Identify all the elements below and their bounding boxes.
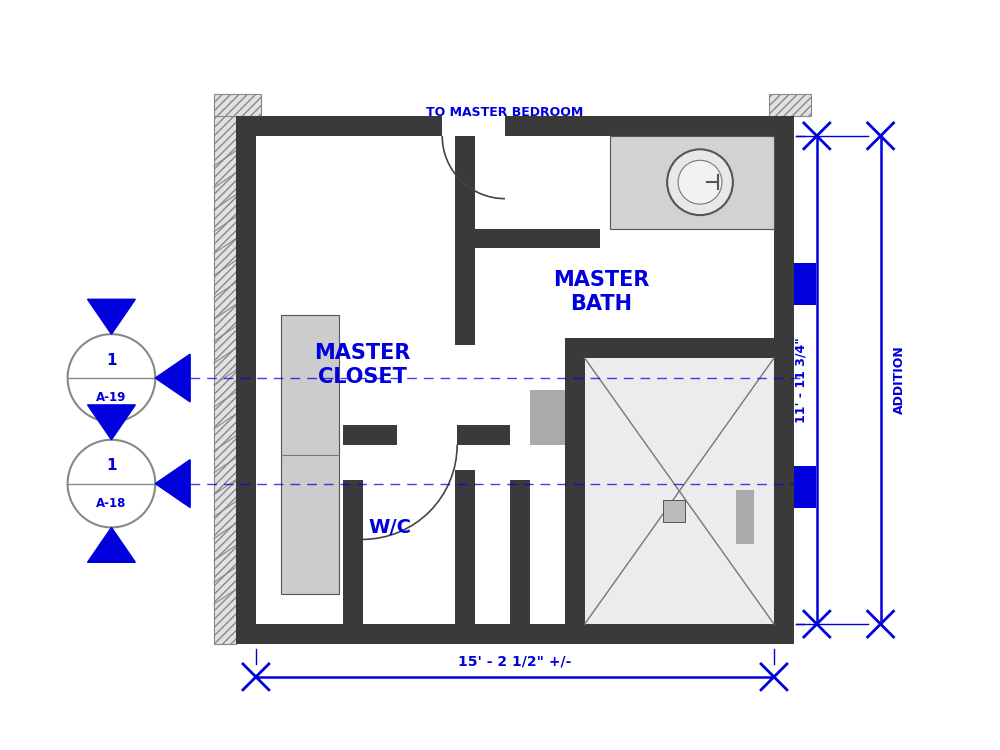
Text: 11' - 11 3/4": 11' - 11 3/4" — [795, 337, 808, 423]
Circle shape — [68, 334, 155, 422]
Bar — [663, 500, 685, 522]
Bar — [236, 116, 256, 644]
Text: 1: 1 — [106, 458, 117, 473]
Bar — [343, 424, 397, 445]
Bar — [736, 490, 754, 544]
Text: MASTER
BATH: MASTER BATH — [553, 270, 650, 314]
Text: A-18: A-18 — [96, 497, 127, 510]
Bar — [610, 136, 774, 229]
Bar — [794, 466, 816, 508]
Bar — [505, 116, 794, 136]
Text: W/C: W/C — [369, 518, 412, 537]
Text: ADDITION: ADDITION — [893, 346, 906, 414]
Bar — [565, 338, 794, 358]
Text: A-19: A-19 — [96, 392, 127, 404]
Bar — [214, 94, 261, 116]
Circle shape — [678, 160, 722, 204]
Text: MASTER
CLOSET: MASTER CLOSET — [314, 343, 411, 387]
Bar — [475, 229, 600, 248]
Bar — [236, 624, 794, 644]
Bar — [236, 116, 442, 136]
Circle shape — [667, 149, 733, 215]
Bar — [510, 479, 530, 644]
Text: TO MASTER BEDROOM: TO MASTER BEDROOM — [426, 106, 584, 119]
Text: 15' - 2 1/2" +/-: 15' - 2 1/2" +/- — [458, 655, 572, 669]
Polygon shape — [155, 460, 190, 508]
Polygon shape — [155, 354, 190, 402]
Polygon shape — [88, 299, 135, 334]
Bar — [455, 619, 475, 644]
Bar — [214, 116, 236, 644]
Bar — [455, 470, 475, 644]
Circle shape — [68, 440, 155, 527]
Bar — [455, 136, 475, 345]
Bar — [585, 358, 774, 624]
Bar — [530, 390, 565, 445]
Bar — [565, 358, 585, 644]
Bar — [281, 315, 339, 594]
Bar — [457, 424, 510, 445]
Bar — [769, 94, 811, 116]
Polygon shape — [88, 527, 135, 562]
Bar — [774, 116, 794, 644]
Polygon shape — [88, 405, 135, 439]
Bar — [794, 263, 816, 305]
Bar — [343, 479, 363, 644]
Text: 1: 1 — [106, 352, 117, 368]
